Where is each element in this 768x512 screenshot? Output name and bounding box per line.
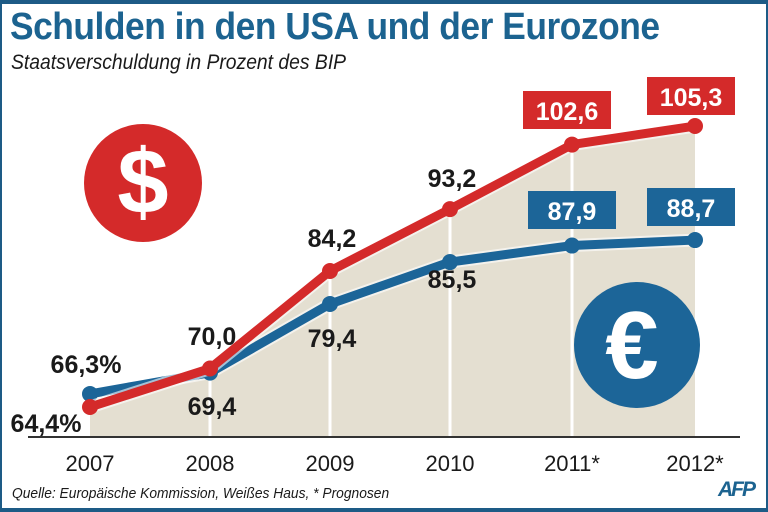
eurozone-marker: [442, 254, 458, 271]
eurozone-marker: [687, 232, 703, 249]
dollar-icon: [84, 124, 202, 242]
eurozone-data-label: 66,3%: [51, 351, 122, 379]
euro-icon-glyph: €: [605, 292, 658, 399]
eurozone-data-label: 79,4: [308, 325, 357, 353]
usa-marker: [322, 262, 338, 279]
eurozone-data-label-box: [647, 188, 735, 226]
chart-subtitle: Staatsverschuldung in Prozent des BIP: [11, 51, 347, 74]
x-tick-label: 2008: [186, 451, 235, 476]
afp-logo: AFP: [718, 478, 756, 501]
top-border: [0, 0, 768, 4]
usa-line: [88, 121, 696, 412]
eurozone-data-label: 69,4: [188, 393, 237, 421]
x-tick-label: 2007: [66, 451, 115, 476]
usa-data-label: 84,2: [308, 225, 357, 253]
usa-marker: [564, 136, 580, 153]
chart-title: Schulden in den USA und der Eurozone: [10, 6, 660, 48]
usa-marker: [202, 360, 218, 377]
usa-marker: [82, 399, 98, 415]
usa-data-label: 70,0: [188, 323, 237, 351]
usa-marker: [442, 201, 458, 218]
eurozone-data-label: 87,9: [548, 198, 597, 226]
eurozone-data-label: 85,5: [428, 266, 477, 294]
eurozone-data-label-box: [528, 191, 616, 229]
eurozone-marker: [322, 295, 338, 312]
eurozone-marker: [564, 237, 580, 254]
usa-data-label: 64,4%: [11, 410, 82, 438]
usa-data-label: 93,2: [428, 165, 477, 193]
usa-data-label: 105,3: [660, 84, 723, 112]
euro-icon: [574, 282, 700, 408]
right-border: [766, 0, 768, 512]
x-tick-label: 2011*: [544, 451, 600, 476]
usa-data-label-box: [647, 77, 735, 115]
usa-marker: [687, 118, 703, 135]
dollar-icon-glyph: $: [117, 131, 168, 233]
left-border: [0, 0, 2, 512]
source-note: Quelle: Europäische Kommission, Weißes H…: [12, 485, 390, 502]
x-tick-label: 2010: [426, 451, 475, 476]
eurozone-data-label: 88,7: [667, 195, 716, 223]
usa-data-label-box: [523, 91, 611, 129]
x-tick-label: 2012*: [666, 451, 724, 476]
bottom-border: [0, 508, 768, 512]
eurozone-marker: [82, 385, 98, 402]
usa-data-label: 102,6: [536, 98, 599, 126]
x-tick-label: 2009: [306, 451, 355, 476]
